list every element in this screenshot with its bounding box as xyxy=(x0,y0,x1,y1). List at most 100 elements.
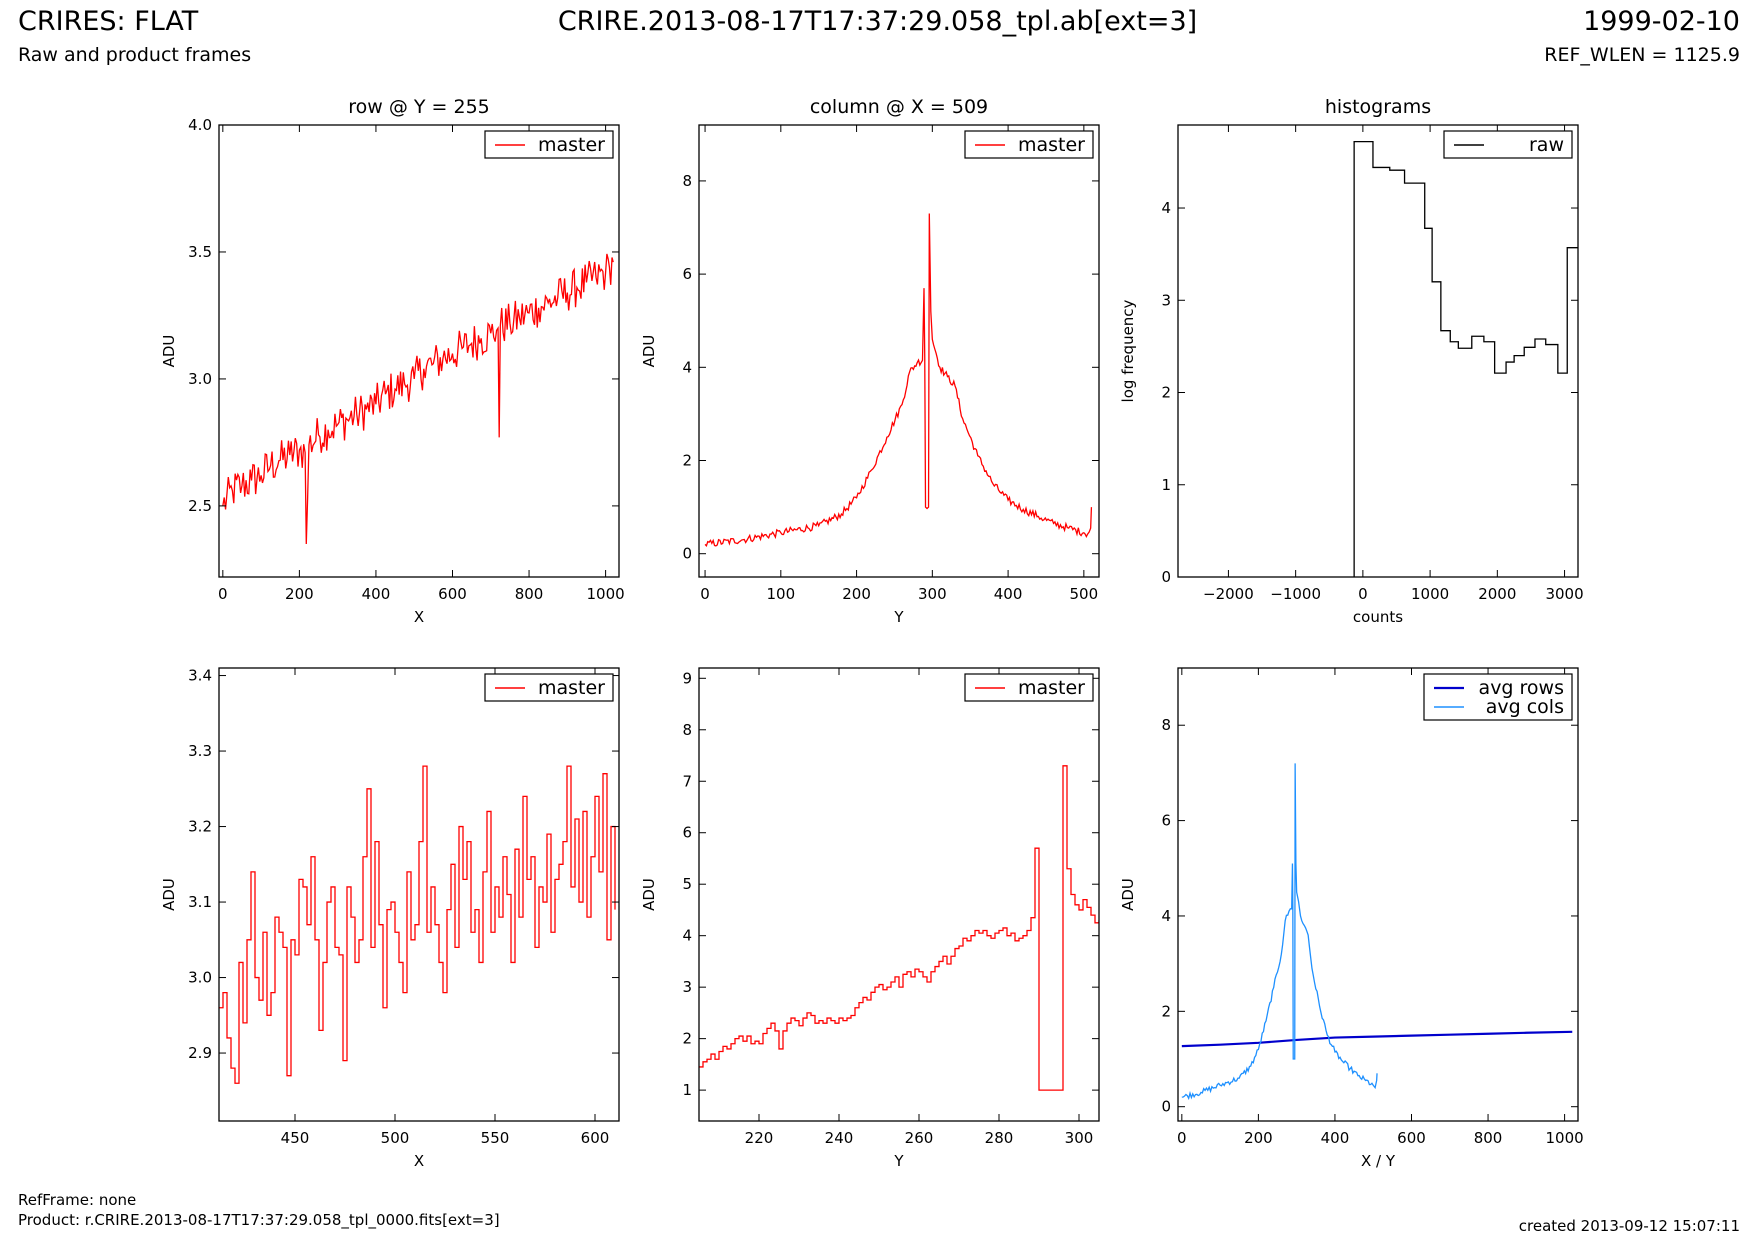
plot-frame xyxy=(698,667,1100,1122)
x-tick-label: 800 xyxy=(515,585,544,603)
y-tick-label: 0 xyxy=(682,545,692,563)
y-tick-label: 2.9 xyxy=(188,1044,212,1062)
x-tick-label: 1000 xyxy=(1411,585,1449,603)
y-axis-label: ADU xyxy=(160,335,178,368)
plot-frame xyxy=(1177,124,1579,578)
y-axis-label: ADU xyxy=(1119,878,1137,911)
legend: master xyxy=(964,673,1094,702)
y-tick-label: 3.5 xyxy=(188,243,212,261)
legend: master xyxy=(484,673,614,702)
series-line-master xyxy=(219,765,616,1084)
x-tick-label: 300 xyxy=(1065,1129,1094,1147)
chart-panel-6: 0 200 400 600 800 1000 0 2 4 6 8 X / Y ADU avg rowsav… xyxy=(1119,667,1584,1170)
x-tick-label: 200 xyxy=(842,585,871,603)
series-line-master xyxy=(699,765,1099,1091)
x-tick-label: 100 xyxy=(766,585,795,603)
y-axis-label: log frequency xyxy=(1119,299,1137,402)
x-tick-label: 0 xyxy=(218,585,228,603)
y-tick-label: 0 xyxy=(1161,568,1171,586)
x-tick-label: −2000 xyxy=(1203,585,1254,603)
x-axis-label: Y xyxy=(893,1152,904,1170)
x-tick-label: 500 xyxy=(381,1129,410,1147)
series-line-raw xyxy=(1353,140,1578,577)
x-tick-label: 600 xyxy=(1397,1129,1426,1147)
legend-entry: avg rows xyxy=(1479,677,1564,699)
y-tick-label: 4 xyxy=(1161,907,1171,925)
x-tick-label: −1000 xyxy=(1270,585,1321,603)
y-tick-label: 3 xyxy=(1161,291,1171,309)
y-tick-label: 4 xyxy=(682,358,692,376)
x-tick-label: 200 xyxy=(1244,1129,1273,1147)
chart-panel-2: column @ X = 509 0 100 200 300 400 500 0 2 4 6 8 Y AD… xyxy=(640,96,1100,626)
y-tick-label: 8 xyxy=(682,721,692,739)
plot-frame xyxy=(1177,667,1579,1122)
y-tick-label: 1 xyxy=(682,1081,692,1099)
y-tick-label: 6 xyxy=(682,265,692,283)
ref-wlen-label: REF_WLEN = 1125.9 xyxy=(1544,44,1740,66)
page-subtitle: Raw and product frames xyxy=(18,44,252,66)
y-tick-label: 4 xyxy=(682,927,692,945)
page-title: CRIRES: FLAT xyxy=(18,6,199,37)
x-tick-label: 400 xyxy=(362,585,391,603)
y-tick-label: 4.0 xyxy=(188,116,212,134)
legend-entry: raw xyxy=(1529,134,1564,156)
series-line-master xyxy=(222,253,614,545)
y-tick-label: 2 xyxy=(1161,384,1171,402)
y-tick-label: 2 xyxy=(682,1030,692,1048)
plot-frame xyxy=(218,124,620,578)
x-tick-label: 600 xyxy=(438,585,467,603)
y-tick-label: 3.2 xyxy=(188,818,212,836)
product-label: Product: r.CRIRE.2013-08-17T17:37:29.058… xyxy=(18,1211,500,1229)
x-tick-label: 260 xyxy=(905,1129,934,1147)
y-tick-label: 3.0 xyxy=(188,370,212,388)
y-axis-label: ADU xyxy=(160,878,178,911)
y-tick-label: 3.0 xyxy=(188,969,212,987)
chart-panel-3: histograms −2000 −1000 0 1000 2000 3000 0 1 2 3 4 co… xyxy=(1119,96,1584,626)
x-tick-label: 3000 xyxy=(1545,585,1583,603)
y-tick-label: 0 xyxy=(1161,1098,1171,1116)
x-tick-label: 600 xyxy=(581,1129,610,1147)
x-tick-label: 2000 xyxy=(1478,585,1516,603)
y-tick-label: 9 xyxy=(682,669,692,687)
y-tick-label: 2.5 xyxy=(188,497,212,515)
chart-panel-1: row @ Y = 255 0 200 400 600 800 1000 2.5 3.0 3.5 4… xyxy=(160,96,625,626)
y-tick-label: 2 xyxy=(682,452,692,470)
chart-panel-4: 450 500 550 600 2.9 3.0 3.1 3.2 3.3 3.4 X ADU master xyxy=(160,667,620,1170)
x-axis-label: counts xyxy=(1353,608,1403,626)
y-tick-label: 3.3 xyxy=(188,742,212,760)
x-tick-label: 550 xyxy=(481,1129,510,1147)
panel-title: histograms xyxy=(1325,96,1431,118)
chart-panel-5: 220 240 260 280 300 1 2 3 4 5 6 7 8 9 Y ADU master xyxy=(640,667,1100,1170)
series-line-avg-cols xyxy=(1181,763,1378,1101)
x-tick-label: 300 xyxy=(918,585,947,603)
x-tick-label: 1000 xyxy=(587,585,625,603)
date-label: 1999-02-10 xyxy=(1583,6,1740,37)
x-axis-label: X xyxy=(414,608,424,626)
x-tick-label: 240 xyxy=(825,1129,854,1147)
x-tick-label: 280 xyxy=(985,1129,1014,1147)
y-tick-label: 5 xyxy=(682,875,692,893)
x-tick-label: 500 xyxy=(1070,585,1099,603)
y-axis-label: ADU xyxy=(640,335,658,368)
panel-title: column @ X = 509 xyxy=(810,96,988,118)
x-tick-label: 220 xyxy=(745,1129,774,1147)
legend-entry: master xyxy=(1018,134,1085,156)
legend-entry: master xyxy=(1018,677,1085,699)
y-tick-label: 8 xyxy=(1161,716,1171,734)
legend-box xyxy=(1423,673,1573,721)
x-tick-label: 1000 xyxy=(1546,1129,1584,1147)
x-axis-label: X / Y xyxy=(1361,1152,1396,1170)
file-name: CRIRE.2013-08-17T17:37:29.058_tpl.ab[ext… xyxy=(557,6,1198,37)
y-tick-label: 4 xyxy=(1161,199,1171,217)
x-tick-label: 0 xyxy=(1358,585,1368,603)
created-label: created 2013-09-12 15:07:11 xyxy=(1518,1217,1740,1235)
legend-entry: avg cols xyxy=(1486,696,1564,718)
x-tick-label: 800 xyxy=(1474,1129,1503,1147)
x-tick-label: 400 xyxy=(994,585,1023,603)
x-tick-label: 450 xyxy=(281,1129,310,1147)
refframe-label: RefFrame: none xyxy=(18,1191,137,1209)
y-tick-label: 2 xyxy=(1161,1002,1171,1020)
legend-entry: master xyxy=(538,677,605,699)
